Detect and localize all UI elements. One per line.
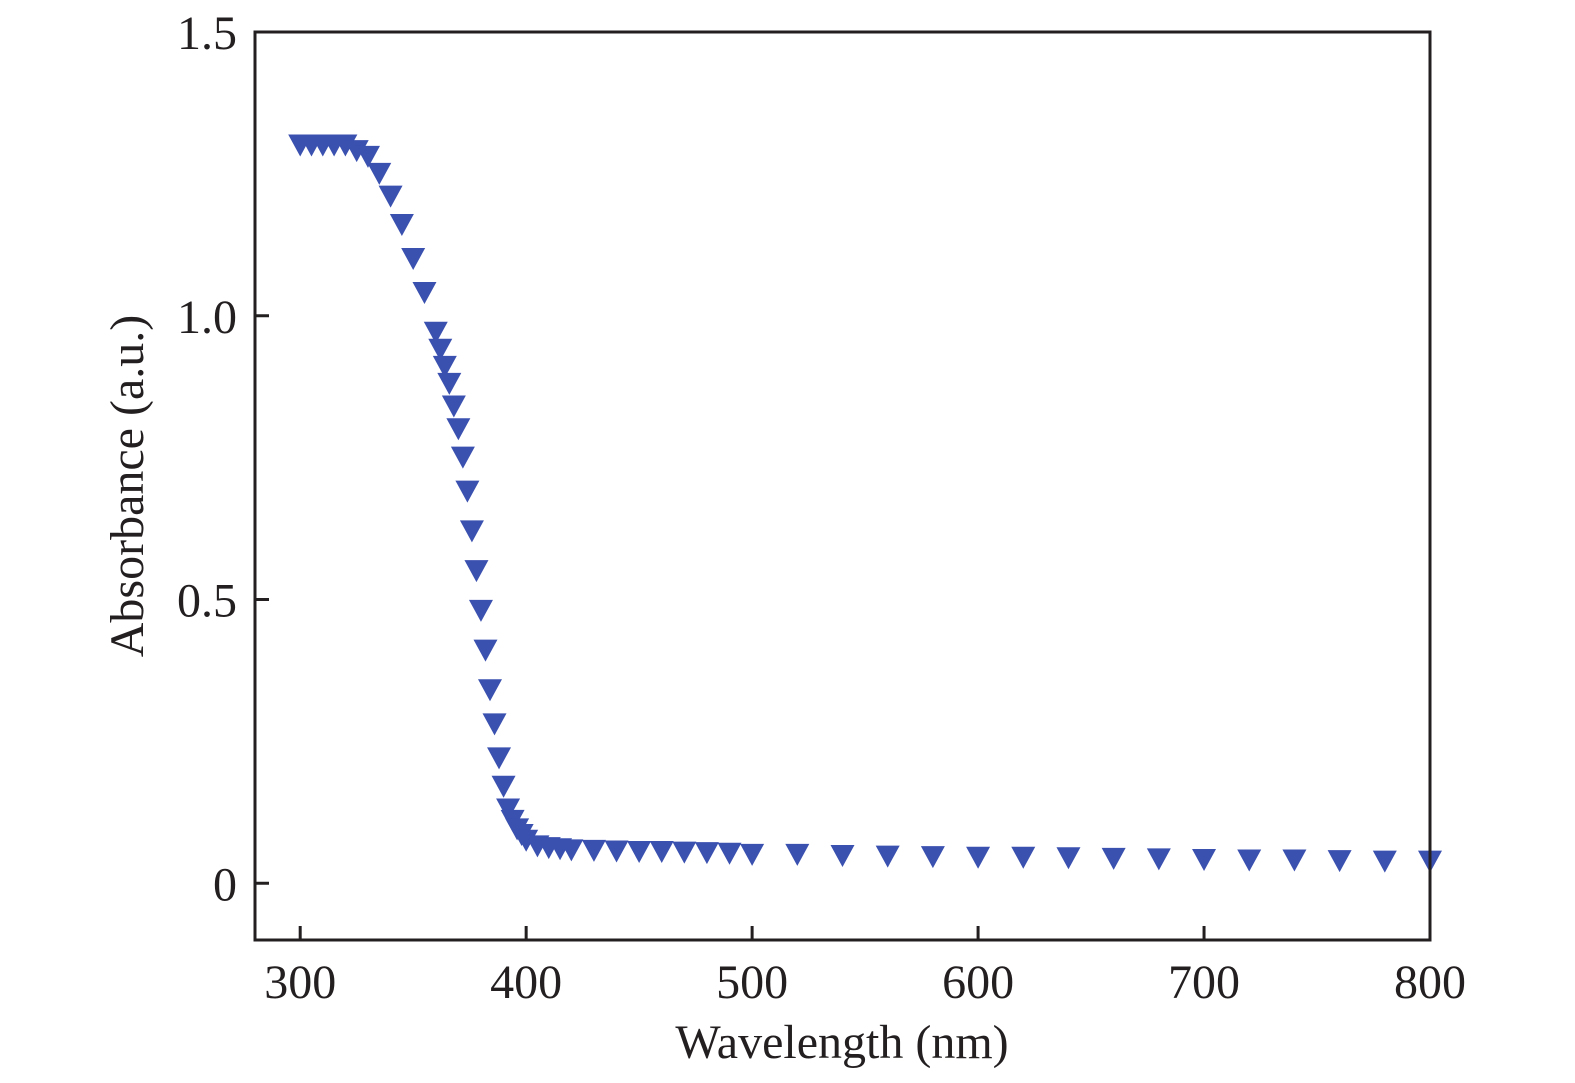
data-point	[966, 846, 991, 869]
data-point	[830, 845, 855, 868]
y-tick-label: 0.5	[177, 575, 237, 628]
data-point	[604, 840, 629, 863]
data-point	[446, 418, 471, 441]
data-point	[468, 599, 493, 622]
data-point	[672, 841, 697, 864]
data-point	[333, 134, 358, 157]
data-point	[459, 520, 484, 543]
data-point	[401, 248, 426, 270]
data-point	[627, 841, 652, 864]
data-point	[487, 747, 512, 770]
x-tick-label: 800	[1394, 956, 1466, 1009]
data-point	[1282, 849, 1307, 872]
data-point	[473, 639, 498, 662]
plot-frame	[253, 30, 1432, 942]
data-point	[717, 842, 742, 865]
data-point	[496, 798, 521, 821]
data-point	[482, 713, 507, 736]
y-tick-label: 1.5	[177, 7, 237, 60]
y-tick-label: 0	[213, 858, 237, 911]
tick-labels: 300 400 500 600 700 800 0 0.5 1.0 1.5	[177, 7, 1466, 1009]
data-point	[389, 213, 414, 236]
data-point	[441, 395, 466, 418]
x-tick-label: 700	[1168, 956, 1240, 1009]
x-tick-label: 500	[716, 956, 788, 1009]
data-point	[423, 321, 448, 344]
x-axis-title: Wavelength (nm)	[675, 1016, 1008, 1069]
data-point	[1192, 848, 1217, 871]
data-point	[1327, 850, 1352, 873]
x-tick-label: 300	[264, 956, 336, 1009]
data-point	[785, 843, 810, 866]
data-point	[344, 140, 369, 163]
data-point	[437, 372, 462, 395]
y-tick-label: 1.0	[177, 291, 237, 344]
data-point	[412, 282, 437, 305]
data-point	[432, 355, 457, 378]
data-point	[920, 846, 945, 869]
y-axis-title: Absorbance (a.u.)	[101, 315, 154, 658]
data-point	[649, 841, 674, 864]
data-point	[514, 829, 539, 852]
data-point	[559, 839, 584, 862]
data-point	[355, 145, 380, 168]
data-point	[378, 185, 403, 208]
data-point	[1237, 849, 1262, 872]
data-point	[491, 775, 516, 798]
data-point	[428, 338, 453, 361]
data-point	[694, 842, 719, 865]
data-point	[1056, 847, 1081, 870]
data-point	[1372, 850, 1397, 873]
data-marks	[288, 134, 1442, 873]
data-point	[367, 162, 392, 185]
data-point	[875, 845, 900, 868]
x-tick-label: 400	[490, 956, 562, 1009]
x-tick-label: 600	[942, 956, 1014, 1009]
data-point	[1101, 847, 1126, 870]
data-point	[581, 839, 606, 862]
data-point	[1011, 846, 1036, 869]
data-point	[464, 560, 489, 583]
data-point	[740, 843, 765, 866]
data-point	[478, 679, 502, 702]
axis-ticks	[255, 30, 1432, 940]
data-point	[1146, 848, 1171, 871]
data-point	[455, 480, 480, 503]
data-point	[450, 446, 475, 469]
